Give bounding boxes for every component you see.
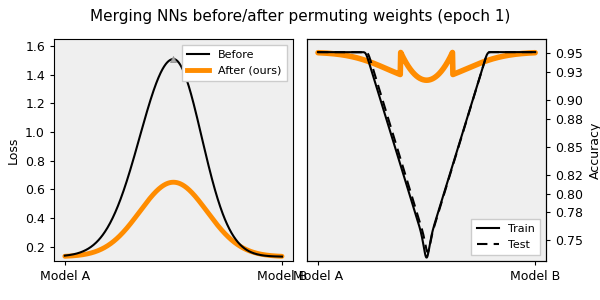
Y-axis label: Loss: Loss bbox=[7, 136, 19, 164]
Text: Merging NNs before/after permuting weights (epoch 1): Merging NNs before/after permuting weigh… bbox=[90, 9, 510, 24]
Y-axis label: Accuracy: Accuracy bbox=[589, 121, 600, 179]
Legend: Train, Test: Train, Test bbox=[472, 219, 541, 255]
Legend: Before, After (ours): Before, After (ours) bbox=[182, 45, 287, 81]
